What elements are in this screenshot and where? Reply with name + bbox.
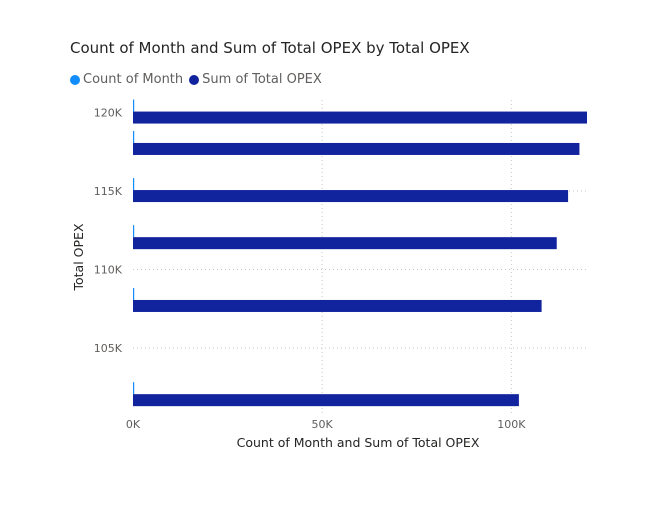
bar-sum-of-total-opex [133,237,557,250]
legend-item-sum-of-total-opex[interactable]: Sum of Total OPEX [189,72,322,87]
bar-sum-of-total-opex [133,142,580,155]
bar-sum-of-total-opex [133,111,587,124]
legend-label-sum-of-total-opex: Sum of Total OPEX [202,72,322,87]
bar-count-of-month [133,99,135,112]
y-tick-label: 105K [94,342,123,355]
bar-count-of-month [133,130,135,143]
bar-count-of-month [133,287,135,300]
legend-label-count-of-month: Count of Month [83,72,184,87]
x-axis-title: Count of Month and Sum of Total OPEX [237,435,480,450]
x-tick-label: 0K [126,418,141,431]
bar-count-of-month [133,382,135,395]
y-axis-title: Total OPEX [71,223,86,291]
legend-marker-count-of-month [70,74,80,85]
x-tick-label: 50K [312,418,334,431]
bar-count-of-month [133,225,135,238]
y-tick-label: 120K [94,107,123,120]
legend: Count of Month Sum of Total OPEX [70,72,328,87]
legend-marker-sum-of-total-opex [189,74,200,85]
y-tick-label: 110K [94,264,123,277]
bar-sum-of-total-opex [133,299,542,312]
bar-sum-of-total-opex [133,190,569,203]
legend-item-count-of-month[interactable]: Count of Month [70,72,183,87]
y-tick-label: 115K [94,185,123,198]
chart-title: Count of Month and Sum of Total OPEX by … [70,39,470,57]
x-tick-label: 100K [497,418,526,431]
bar-sum-of-total-opex [133,394,519,407]
bar-count-of-month [133,178,135,191]
